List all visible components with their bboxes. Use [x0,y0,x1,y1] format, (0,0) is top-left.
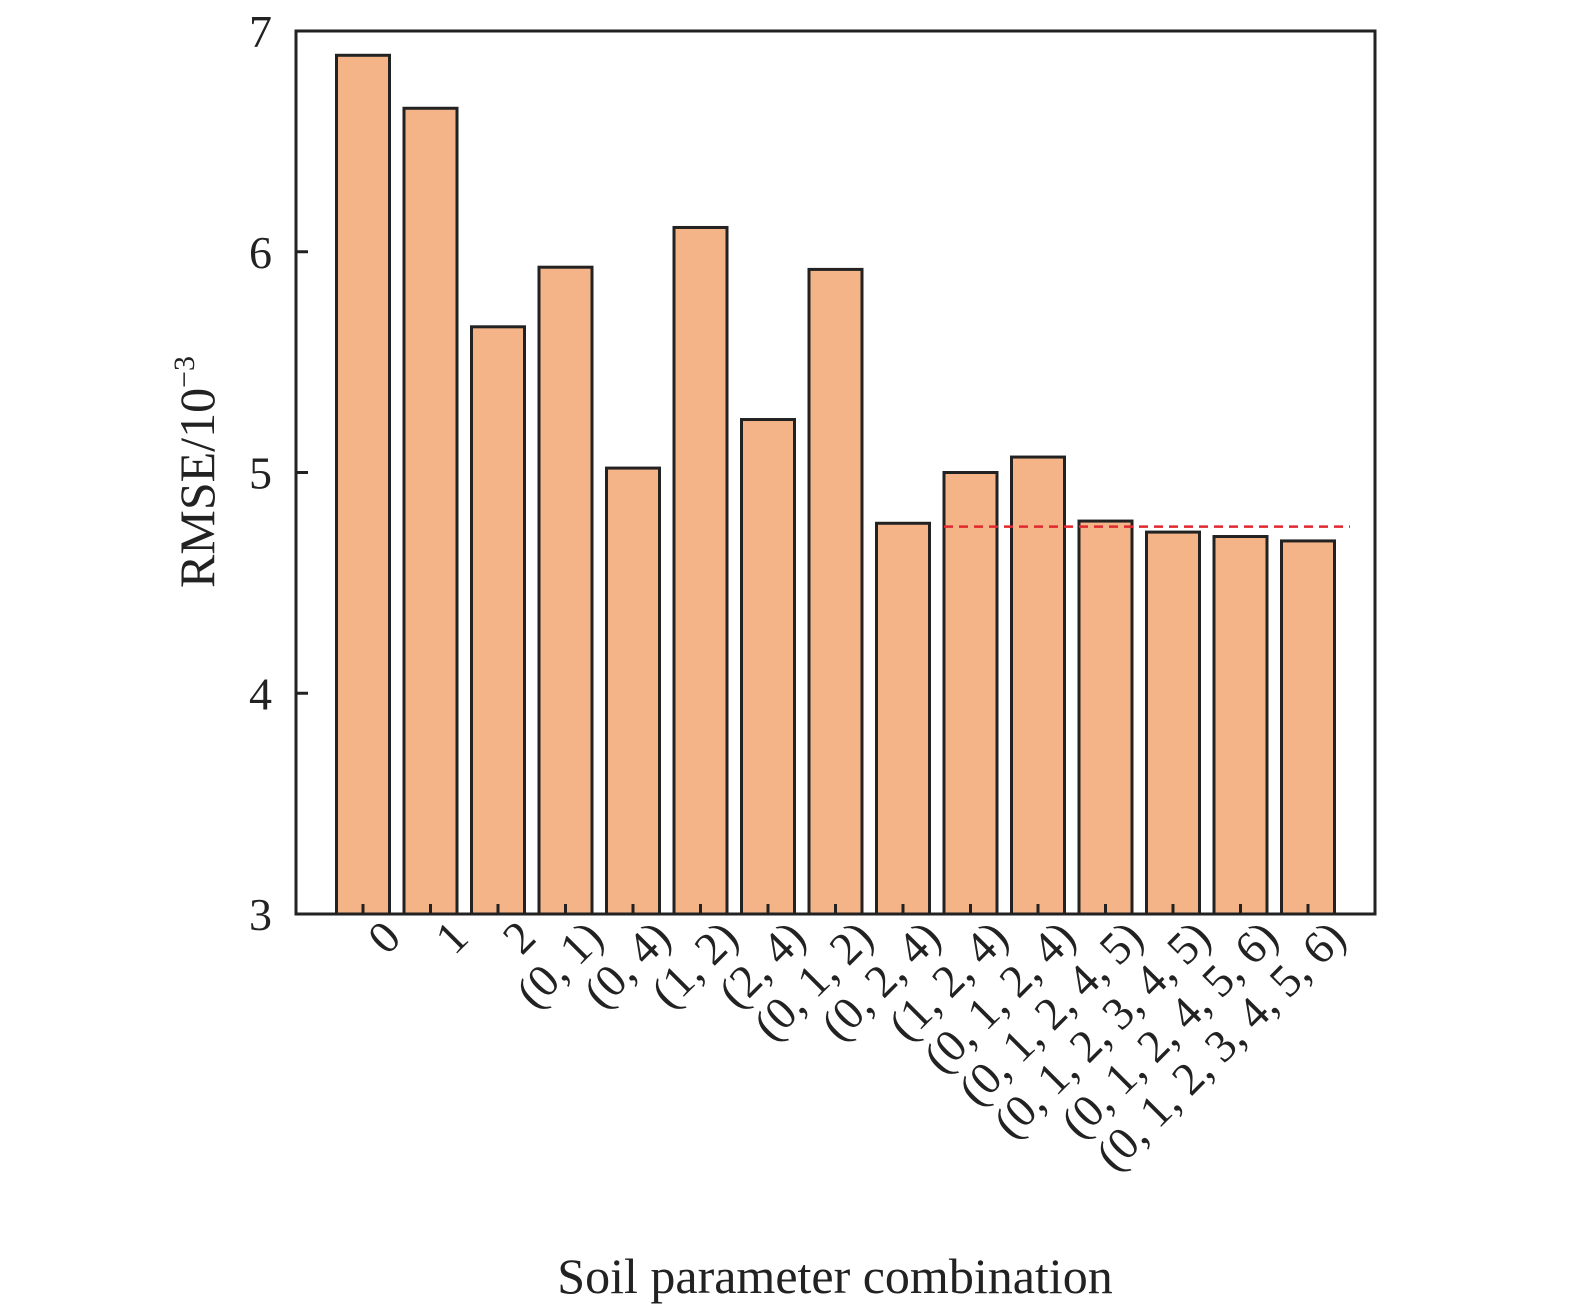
bar-2 [472,327,525,914]
bar-11 [1079,521,1132,914]
y-axis-title-main: RMSE/10 [169,388,225,588]
bars-group [337,55,1335,914]
bar-4 [607,468,660,914]
y-tick-label: 4 [249,668,272,719]
y-tick-label: 5 [249,448,272,499]
y-tick-label: 3 [249,889,272,940]
bar-8 [877,523,930,914]
bar-7 [809,269,862,914]
bar-12 [1147,532,1200,914]
y-tick-label: 7 [249,6,272,57]
bar-6 [742,420,795,914]
bar-9 [944,473,997,915]
x-tick-label: 0 [358,911,410,963]
x-axis-ticks: 0 1 2(0, 1)(0, 4)(1, 2)(2, 4)(0, 1, 2)(0, … [358,904,1355,1180]
y-axis-title: RMSE/10−3 [168,356,225,588]
y-axis-title-exponent: −3 [168,356,201,388]
bar-3 [539,267,592,914]
bar-1 [404,108,457,914]
x-axis-title: Soil parameter combination [557,1248,1112,1304]
bar-14 [1282,541,1335,914]
x-tick-label: 1 [425,911,477,963]
y-axis-ticks: 3 4 5 6 7 [249,6,308,940]
bar-5 [674,227,727,914]
y-axis-title-group: RMSE/10−3 [168,356,225,588]
bar-0 [337,55,390,914]
bar-13 [1214,537,1267,914]
y-tick-label: 6 [249,227,272,278]
